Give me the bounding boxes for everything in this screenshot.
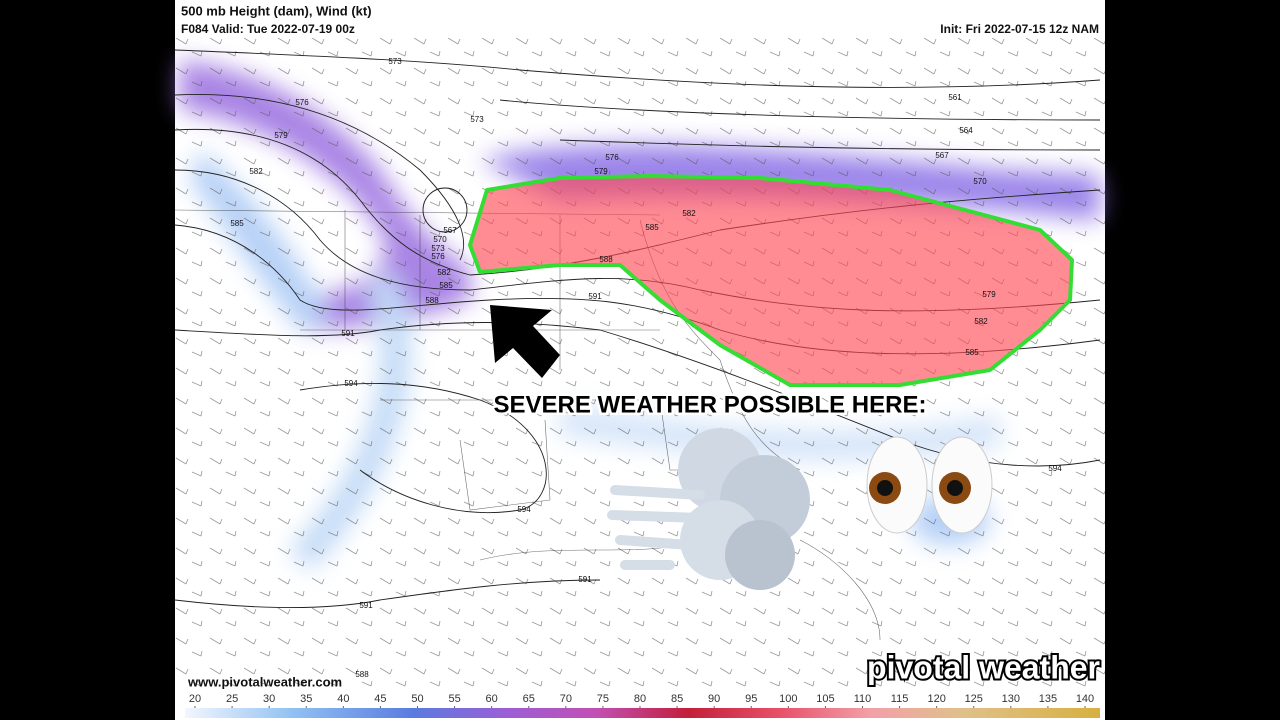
contour-label: 591 bbox=[578, 575, 592, 584]
contour-label: 588 bbox=[355, 670, 369, 679]
contour-label: 579 bbox=[594, 167, 608, 176]
valid-time: F084 Valid: Tue 2022-07-19 00z bbox=[181, 22, 355, 36]
colorbar-label: 115 bbox=[891, 693, 909, 705]
website: www.pivotalweather.com bbox=[187, 674, 342, 689]
colorbar bbox=[185, 708, 1100, 718]
contour-label: 576 bbox=[431, 252, 445, 261]
contour-label: 585 bbox=[230, 219, 244, 228]
contour-label: 570 bbox=[973, 177, 987, 186]
colorbar-label: 130 bbox=[1002, 693, 1020, 705]
contour-label: 585 bbox=[645, 223, 659, 232]
contour-label: 588 bbox=[599, 255, 613, 264]
contour-label: 585 bbox=[439, 281, 453, 290]
colorbar-label: 80 bbox=[634, 693, 646, 705]
contour-label: 594 bbox=[344, 379, 358, 388]
title: 500 mb Height (dam), Wind (kt) bbox=[181, 3, 372, 18]
colorbar-label: 100 bbox=[779, 693, 797, 705]
annotation: SEVERE WEATHER POSSIBLE HERE: bbox=[494, 391, 927, 418]
colorbar-label: 90 bbox=[708, 693, 720, 705]
colorbar-label: 65 bbox=[523, 693, 535, 705]
contour-label: 570 bbox=[433, 235, 447, 244]
contour-label: 585 bbox=[965, 348, 979, 357]
colorbar-label: 50 bbox=[411, 693, 423, 705]
colorbar-label: 35 bbox=[300, 693, 312, 705]
colorbar-label: 110 bbox=[854, 693, 872, 705]
colorbar-label: 105 bbox=[816, 693, 834, 705]
colorbar-label: 140 bbox=[1076, 693, 1094, 705]
contour-label: 582 bbox=[249, 167, 263, 176]
contour-label: 579 bbox=[982, 290, 996, 299]
colorbar-label: 40 bbox=[337, 693, 349, 705]
eyes-emoji bbox=[866, 436, 993, 534]
colorbar-label: 135 bbox=[1039, 693, 1057, 705]
contour-label: 561 bbox=[948, 93, 962, 102]
wind-emoji bbox=[607, 428, 810, 590]
colorbar-label: 25 bbox=[226, 693, 238, 705]
contour-label: 573 bbox=[388, 57, 402, 66]
contour-label: 582 bbox=[974, 317, 988, 326]
colorbar-label: 55 bbox=[448, 693, 460, 705]
risk-area bbox=[468, 174, 1074, 387]
colorbar-label: 75 bbox=[597, 693, 609, 705]
arrow bbox=[490, 305, 560, 378]
colorbar-label: 30 bbox=[263, 693, 275, 705]
colorbar-label: 45 bbox=[374, 693, 386, 705]
colorbar-label: 85 bbox=[671, 693, 683, 705]
watermark: pivotal weather bbox=[867, 649, 1100, 685]
contour-label: 582 bbox=[437, 268, 451, 277]
contour-label: 588 bbox=[425, 296, 439, 305]
contour-label: 594 bbox=[517, 505, 531, 514]
contour-label: 579 bbox=[274, 131, 288, 140]
contour-label: 594 bbox=[1048, 464, 1062, 473]
colorbar-label: 95 bbox=[745, 693, 757, 705]
colorbar-label: 120 bbox=[927, 693, 945, 705]
contour-label: 576 bbox=[295, 98, 309, 107]
contour-label: 573 bbox=[431, 244, 445, 253]
colorbar-label: 70 bbox=[560, 693, 572, 705]
colorbar-label: 60 bbox=[486, 693, 498, 705]
contour-label: 567 bbox=[935, 151, 949, 160]
contour-label: 591 bbox=[359, 601, 373, 610]
contour-label: 567 bbox=[443, 226, 457, 235]
map: 5735765735795825855675705735765825855885… bbox=[174, 38, 1105, 690]
colorbar-label: 125 bbox=[965, 693, 983, 705]
contour-label: 591 bbox=[341, 329, 355, 338]
contour-label: 591 bbox=[588, 292, 602, 301]
contour-label: 582 bbox=[682, 209, 696, 218]
contour-label: 573 bbox=[470, 115, 484, 124]
contour-label: 564 bbox=[959, 126, 973, 135]
colorbar-label: 20 bbox=[189, 693, 201, 705]
contour-label: 576 bbox=[605, 153, 619, 162]
init-time: Init: Fri 2022-07-15 12z NAM bbox=[940, 22, 1099, 36]
